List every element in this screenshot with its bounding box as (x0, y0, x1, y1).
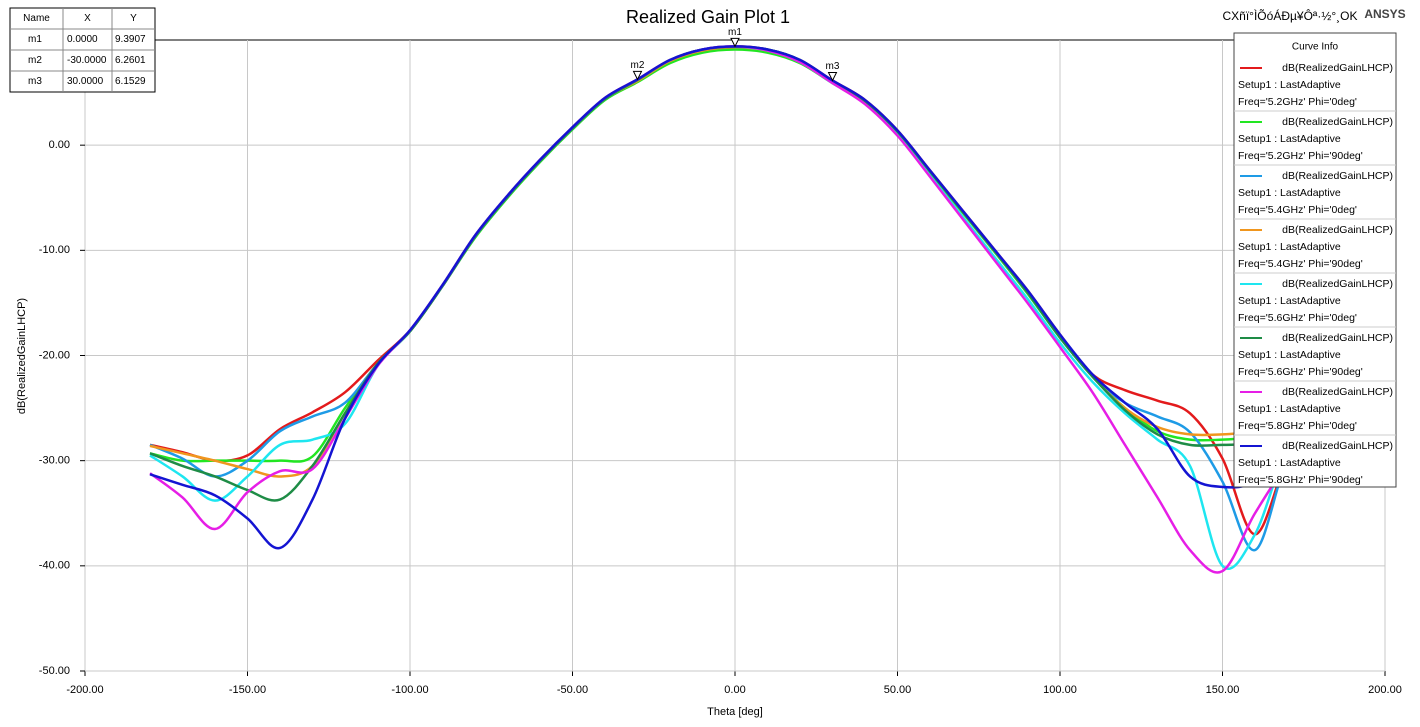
legend-params: Freq='5.4GHz' Phi='90deg' (1238, 258, 1363, 270)
x-tick-label: 150.00 (1206, 684, 1240, 696)
legend-params: Freq='5.2GHz' Phi='90deg' (1238, 150, 1363, 162)
legend-name: dB(RealizedGainLHCP) (1282, 332, 1393, 344)
legend-setup: Setup1 : LastAdaptive (1238, 295, 1341, 307)
x-tick-label: 100.00 (1043, 684, 1077, 696)
marker-label: m2 (631, 60, 645, 71)
table-cell: 6.1529 (115, 76, 146, 87)
y-tick-label: -10.00 (39, 244, 70, 256)
brand: ANSYS (1364, 7, 1405, 21)
y-axis-label: dB(RealizedGainLHCP) (16, 298, 28, 414)
legend-params: Freq='5.6GHz' Phi='0deg' (1238, 312, 1357, 324)
y-tick-label: -40.00 (39, 560, 70, 572)
y-tick-label: -20.00 (39, 349, 70, 361)
marker-label: m1 (728, 27, 742, 38)
x-tick-label: 0.00 (724, 684, 745, 696)
y-tick-label: -30.00 (39, 455, 70, 467)
legend-setup: Setup1 : LastAdaptive (1238, 457, 1341, 469)
marker-triangle (827, 71, 838, 82)
x-axis-label: Theta [deg] (707, 706, 763, 718)
chart-title: Realized Gain Plot 1 (626, 7, 790, 27)
legend-setup: Setup1 : LastAdaptive (1238, 79, 1341, 91)
table-cell: 9.3907 (115, 34, 146, 45)
marker-triangle (632, 70, 643, 81)
legend-params: Freq='5.6GHz' Phi='90deg' (1238, 366, 1363, 378)
table-cell: 6.2601 (115, 55, 146, 66)
legend-name: dB(RealizedGainLHCP) (1282, 440, 1393, 452)
x-tick-label: -200.00 (66, 684, 103, 696)
table-header: Name (23, 13, 50, 24)
legend-title: Curve Info (1292, 42, 1339, 53)
legend-setup: Setup1 : LastAdaptive (1238, 187, 1341, 199)
legend-setup: Setup1 : LastAdaptive (1238, 403, 1341, 415)
x-tick-label: -150.00 (229, 684, 266, 696)
table-cell: 0.0000 (67, 34, 98, 45)
legend-name: dB(RealizedGainLHCP) (1282, 278, 1393, 290)
y-tick-label: -50.00 (39, 665, 70, 677)
legend-setup: Setup1 : LastAdaptive (1238, 349, 1341, 361)
x-tick-label: 50.00 (884, 684, 912, 696)
x-tick-label: -100.00 (391, 684, 428, 696)
legend-setup: Setup1 : LastAdaptive (1238, 241, 1341, 253)
marker-triangle (730, 37, 740, 48)
legend-name: dB(RealizedGainLHCP) (1282, 224, 1393, 236)
legend-name: dB(RealizedGainLHCP) (1282, 386, 1393, 398)
x-tick-label: 200.00 (1368, 684, 1402, 696)
header-note: CXñï°ÌÕóÁÐµ¥Ôª·½°¸OK (1223, 8, 1358, 23)
legend-params: Freq='5.4GHz' Phi='0deg' (1238, 204, 1357, 216)
table-cell: m3 (28, 76, 42, 87)
legend-setup: Setup1 : LastAdaptive (1238, 133, 1341, 145)
legend-name: dB(RealizedGainLHCP) (1282, 170, 1393, 182)
table-cell: m2 (28, 55, 42, 66)
legend: Curve Info dB(RealizedGainLHCP) Setup1 : … (1233, 32, 1397, 488)
legend-params: Freq='5.8GHz' Phi='0deg' (1238, 420, 1357, 432)
legend-params: Freq='5.8GHz' Phi='90deg' (1238, 474, 1363, 486)
legend-params: Freq='5.2GHz' Phi='0deg' (1238, 96, 1357, 108)
table-header: X (84, 13, 91, 24)
legend-name: dB(RealizedGainLHCP) (1282, 116, 1393, 128)
table-cell: -30.0000 (67, 55, 107, 66)
x-tick-label: -50.00 (557, 684, 588, 696)
legend-box (1233, 32, 1397, 488)
table-cell: 30.0000 (67, 76, 104, 87)
marker-table: Name X Ym1 0.0000 9.3907 m2 -30.0000 6.2601 m3 30… (9, 7, 156, 93)
legend-name: dB(RealizedGainLHCP) (1282, 62, 1393, 74)
table-header: Y (130, 13, 137, 24)
marker-label: m3 (826, 61, 840, 72)
y-tick-label: 0.00 (49, 139, 70, 151)
table-cell: m1 (28, 34, 42, 45)
